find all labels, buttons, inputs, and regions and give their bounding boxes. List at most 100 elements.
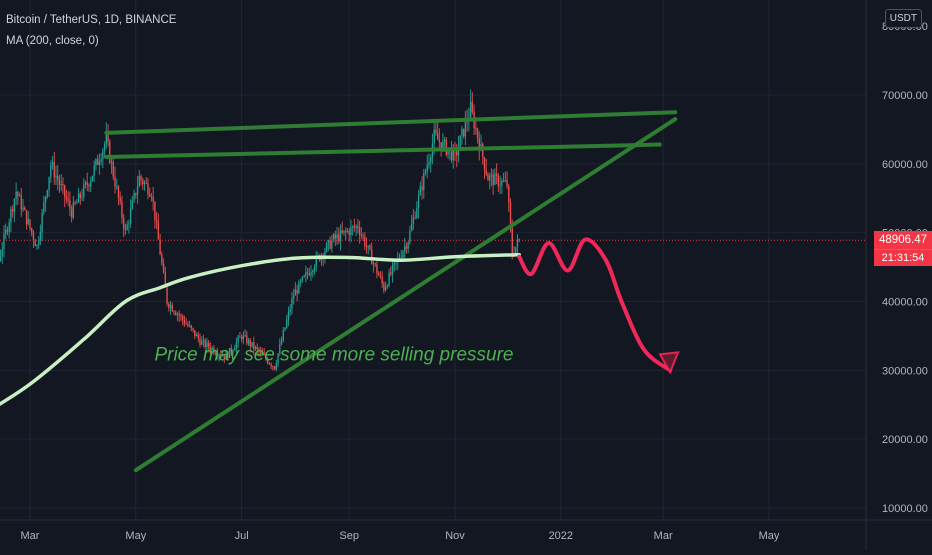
candle-body xyxy=(482,143,484,158)
candle-body xyxy=(266,358,269,364)
candle-body xyxy=(50,164,52,177)
candle-body xyxy=(499,185,501,187)
candle-body xyxy=(239,336,241,338)
lines-layer: Price may see some more selling pressure xyxy=(0,110,866,473)
candle-body xyxy=(261,351,264,355)
candle-body xyxy=(509,202,512,228)
indicator-label[interactable]: MA (200, close, 0) xyxy=(6,35,99,47)
trend-line xyxy=(104,142,662,159)
candle-body xyxy=(301,277,304,282)
candle-body xyxy=(405,246,408,249)
last-price-value: 48906.47 xyxy=(879,234,927,247)
candle-body xyxy=(506,180,508,187)
candle-body xyxy=(44,196,47,203)
candle-body xyxy=(11,208,14,212)
y-tick-label: 10000.00 xyxy=(882,503,928,515)
candle-body xyxy=(336,234,338,239)
candle-body xyxy=(190,325,193,329)
candle-body xyxy=(362,235,364,237)
candle-body xyxy=(410,224,413,231)
candle-body xyxy=(140,176,142,181)
candle-body xyxy=(483,157,486,170)
candle-body xyxy=(122,217,125,229)
candle-body xyxy=(79,193,81,198)
candle-body xyxy=(131,200,134,209)
candle-body xyxy=(379,275,382,277)
candle-body xyxy=(67,199,69,201)
candle-body xyxy=(518,239,520,241)
candle-body xyxy=(393,262,395,266)
x-tick-label: Sep xyxy=(339,530,359,542)
candle-body xyxy=(164,272,166,288)
candle-body xyxy=(57,175,59,181)
candle-body xyxy=(69,200,71,209)
candle-body xyxy=(381,276,383,284)
candle-body xyxy=(407,242,409,249)
candle-body xyxy=(119,197,121,202)
candle-body xyxy=(435,129,437,134)
candle-body xyxy=(185,323,187,325)
candle-body xyxy=(268,363,271,365)
currency-button[interactable]: USDT xyxy=(884,9,922,28)
candle-body xyxy=(417,195,420,209)
candle-body xyxy=(133,193,135,201)
candle-body xyxy=(313,267,316,271)
candle-body xyxy=(199,338,201,345)
candle-body xyxy=(421,186,423,190)
candle-body xyxy=(305,272,307,276)
candle-body xyxy=(77,193,80,203)
candle-body xyxy=(265,354,267,359)
candle-body xyxy=(171,305,173,312)
candle-body xyxy=(216,353,219,356)
candle-body xyxy=(374,263,376,265)
symbol-title[interactable]: Bitcoin / TetherUS, 1D, BINANCE xyxy=(6,14,177,26)
candle-body xyxy=(8,222,10,232)
candle-body xyxy=(355,225,357,228)
candle-body xyxy=(138,176,140,187)
candle-body xyxy=(15,191,17,200)
candle-body xyxy=(263,354,265,356)
candle-body xyxy=(390,272,392,275)
candle-body xyxy=(76,202,78,204)
x-tick-label: Nov xyxy=(445,530,465,542)
chart-legend: Bitcoin / TetherUS, 1D, BINANCE MA (200,… xyxy=(6,10,176,52)
candle-body xyxy=(251,342,253,347)
candle-body xyxy=(516,239,519,247)
candle-body xyxy=(100,159,102,163)
candle-body xyxy=(234,348,236,351)
candle-body xyxy=(155,220,158,223)
candle-body xyxy=(168,303,170,308)
candle-body xyxy=(246,335,248,344)
candle-body xyxy=(25,210,28,225)
candle-body xyxy=(388,272,390,286)
candle-body xyxy=(110,161,113,163)
candle-body xyxy=(232,350,234,352)
candle-body xyxy=(176,314,179,316)
candle-body xyxy=(494,173,496,185)
candle-body xyxy=(291,298,293,310)
bar-countdown: 21:31:54 xyxy=(874,249,932,266)
candle-body xyxy=(109,141,111,163)
candle-body xyxy=(299,281,302,283)
candle-body xyxy=(37,240,40,245)
candle-body xyxy=(459,135,461,148)
candle-body xyxy=(112,161,114,177)
candle-body xyxy=(365,246,368,248)
candle-body xyxy=(162,263,165,273)
candle-body xyxy=(43,202,45,213)
candle-body xyxy=(447,149,449,155)
candle-body xyxy=(495,173,498,176)
candle-body xyxy=(188,325,191,327)
candle-body xyxy=(350,227,352,236)
candle-body xyxy=(508,186,510,203)
candle-body xyxy=(194,330,196,337)
candle-body xyxy=(353,226,356,228)
candle-body xyxy=(338,234,340,242)
candle-body xyxy=(64,185,66,197)
candle-body xyxy=(438,139,441,143)
candle-body xyxy=(279,344,281,354)
candle-body xyxy=(339,230,342,242)
x-tick-label: May xyxy=(125,530,146,542)
